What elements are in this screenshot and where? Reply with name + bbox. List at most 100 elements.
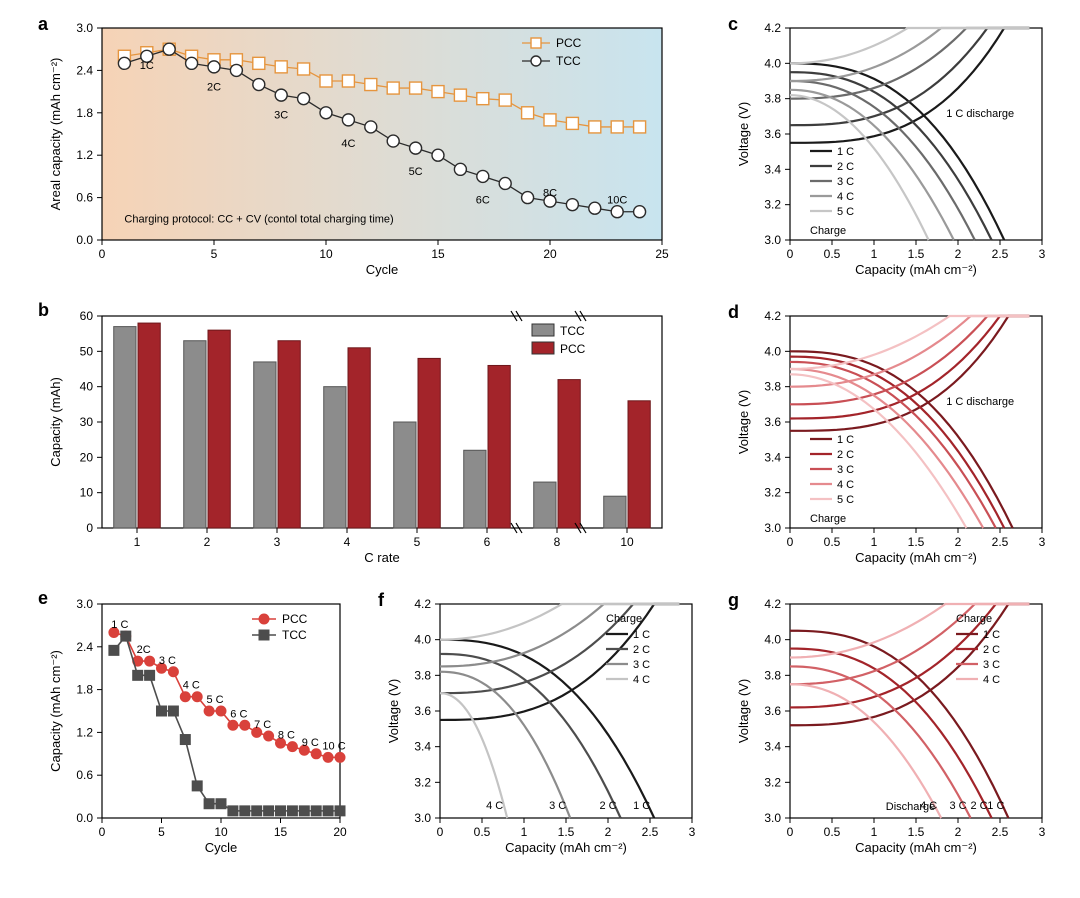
xlabel: Capacity (mAh cm⁻²)	[505, 840, 627, 855]
ytick-label: 2.4	[76, 640, 93, 654]
ytick-label: 4.2	[764, 597, 781, 611]
panel-letter-f: f	[378, 590, 385, 610]
xtick-label: 5	[414, 535, 421, 549]
xtick-label: 1	[871, 535, 878, 549]
plot-frame	[790, 604, 1042, 818]
xtick-label: 2	[955, 535, 962, 549]
bar-TCC	[254, 362, 276, 528]
ytick-label: 3.8	[764, 668, 781, 682]
ytick-label: 3.6	[764, 127, 781, 141]
bar-TCC	[184, 341, 206, 528]
xtick-label: 2.5	[992, 535, 1009, 549]
ylabel: Voltage (V)	[386, 679, 401, 743]
bar-TCC	[534, 482, 556, 528]
ytick-label: 3.4	[764, 162, 781, 176]
rate-label: 3 C	[159, 655, 176, 667]
panel-letter-a: a	[38, 14, 49, 34]
ytick-label: 0.0	[76, 811, 93, 825]
xtick-label: 2.5	[992, 247, 1009, 261]
discharge-rate-label: 3 C	[549, 800, 566, 812]
legend-item: 4 C	[633, 674, 650, 686]
rate-label: 1C	[140, 60, 154, 72]
bar-TCC	[394, 422, 416, 528]
e-plot: 051015200.00.61.21.82.43.0CycleCapacity …	[48, 597, 347, 855]
discharge-rate-label: 3 C	[949, 800, 966, 812]
rate-label: 2C	[207, 81, 221, 93]
xtick-label: 1.5	[908, 247, 925, 261]
xlabel: Cycle	[366, 262, 399, 277]
rate-label: 3C	[274, 110, 288, 122]
ytick-label: 3.4	[764, 740, 781, 754]
ytick-label: 4.2	[414, 597, 431, 611]
panel-letter-c: c	[728, 14, 738, 34]
xtick-label: 0	[787, 535, 794, 549]
xtick-label: 1	[871, 247, 878, 261]
legend-item: 2 C	[837, 161, 854, 173]
legend-item: 3 C	[633, 659, 650, 671]
discharge-rate-label: 4 C	[920, 800, 937, 812]
rate-label: 4 C	[183, 680, 200, 692]
xtick-label: 10	[214, 825, 228, 839]
discharge-rate-label: 4 C	[486, 800, 503, 812]
ytick-label: 4.2	[764, 21, 781, 35]
legend-item: 2 C	[837, 449, 854, 461]
xlabel: Capacity (mAh cm⁻²)	[855, 550, 977, 565]
rate-label: 10 C	[322, 740, 345, 752]
ylabel: Voltage (V)	[736, 679, 751, 743]
ylabel: Capacity (mAh)	[48, 377, 63, 467]
ytick-label: 20	[80, 450, 94, 464]
legend-item: 1 C	[633, 629, 650, 641]
panel-letter-e: e	[38, 588, 48, 608]
bar-PCC	[208, 330, 230, 528]
legend-item: 1 C	[837, 146, 854, 158]
ytick-label: 4.0	[764, 56, 781, 70]
xtick-label: 2	[204, 535, 211, 549]
xtick-label: 0	[787, 247, 794, 261]
ylabel: Voltage (V)	[736, 102, 751, 166]
ytick-label: 60	[80, 309, 94, 323]
xtick-label: 0.5	[474, 825, 491, 839]
ytick-label: 4.2	[764, 309, 781, 323]
panel-letter-b: b	[38, 300, 49, 320]
xtick-label: 0	[99, 247, 106, 261]
ytick-label: 0.6	[76, 191, 93, 205]
discharge-rate-label: 2 C	[970, 800, 987, 812]
charge-note: Charge	[810, 225, 846, 237]
discharge-note: 1 C discharge	[946, 108, 1014, 120]
ytick-label: 4.0	[414, 633, 431, 647]
rate-label: 6 C	[230, 708, 247, 720]
ytick-label: 50	[80, 344, 94, 358]
legend-item: 2 C	[983, 644, 1000, 656]
legend-item: 1 C	[983, 629, 1000, 641]
discharge-curve	[790, 357, 1004, 528]
legend-item: 2 C	[633, 644, 650, 656]
discharge-note: 1 C discharge	[946, 396, 1014, 408]
xtick-label: 1.5	[908, 825, 925, 839]
xtick-label: 1	[521, 825, 528, 839]
xtick-label: 1	[871, 825, 878, 839]
legend-item: TCC	[556, 54, 581, 68]
bar-PCC	[138, 323, 160, 528]
rate-label: 5C	[409, 166, 423, 178]
rate-label: 4C	[341, 138, 355, 150]
xlabel: Capacity (mAh cm⁻²)	[855, 262, 977, 277]
xtick-label: 3	[689, 825, 696, 839]
xtick-label: 1	[134, 535, 141, 549]
xtick-label: 3	[1039, 825, 1046, 839]
discharge-rate-label: 1 C	[633, 800, 650, 812]
xtick-label: 15	[274, 825, 288, 839]
ytick-label: 3.2	[764, 198, 781, 212]
xtick-label: 1.5	[558, 825, 575, 839]
ytick-label: 10	[80, 486, 94, 500]
legend-item: 5 C	[837, 206, 854, 218]
ytick-label: 3.0	[414, 811, 431, 825]
xtick-label: 5	[211, 247, 218, 261]
bar-TCC	[324, 387, 346, 528]
ytick-label: 0.6	[76, 768, 93, 782]
rate-label: 8 C	[278, 730, 295, 742]
ytick-label: 3.4	[764, 450, 781, 464]
d-plot: 00.511.522.533.03.23.43.63.84.04.2Capaci…	[736, 309, 1046, 565]
figure-svg: a05101520250.00.61.21.82.43.0CycleAreal …	[0, 0, 1080, 898]
charge-note: Charge	[606, 613, 642, 625]
bar-TCC	[464, 450, 486, 528]
